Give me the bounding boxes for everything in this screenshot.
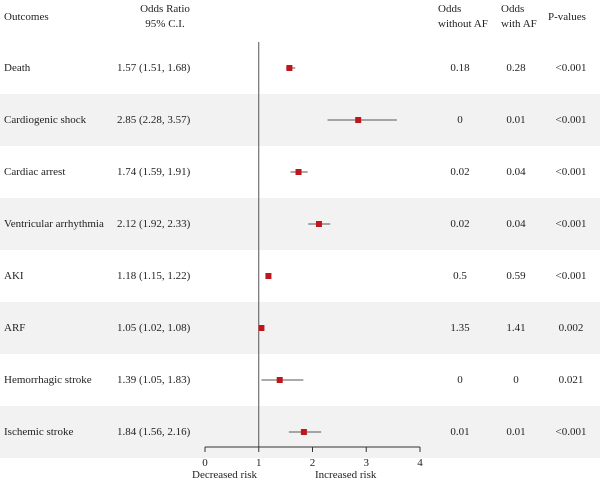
odds-ratio-ci: 1.74 (1.59, 1.91) — [117, 166, 191, 178]
header-odds-ratio: Odds Ratio 95% C.I. — [128, 2, 202, 32]
odds-with-af-value: 0.01 — [506, 114, 526, 126]
odds-ratio-marker — [276, 377, 283, 383]
odds-with-af-value: 0.59 — [506, 270, 526, 282]
odds-ratio-marker — [258, 325, 265, 331]
table-row: AKI 1.18 (1.15, 1.22) 0.5 0.59 <0.001 — [0, 250, 600, 302]
header-pvalues: P-values — [548, 11, 586, 23]
x-tick-label: 0 — [202, 457, 208, 469]
p-value: <0.001 — [555, 114, 587, 126]
odds-ratio-ci: 1.84 (1.56, 2.16) — [117, 426, 191, 438]
x-tick-label: 4 — [417, 457, 423, 469]
odds-without-af-value: 0.02 — [450, 166, 470, 178]
odds-without-af-value: 1.35 — [450, 322, 470, 334]
p-value: <0.001 — [555, 62, 587, 74]
outcome-label: Cardiogenic shock — [4, 114, 87, 126]
outcome-label: AKI — [4, 270, 24, 282]
outcome-label: ARF — [4, 322, 26, 334]
outcome-label: Ventricular arrhythmia — [4, 218, 104, 230]
table-row: Ventricular arrhythmia 2.12 (1.92, 2.33) 0… — [0, 198, 600, 250]
header-outcomes: Outcomes — [4, 11, 49, 23]
outcome-label: Ischemic stroke — [4, 426, 74, 438]
odds-with-af-value: 0.28 — [506, 62, 526, 74]
odds-with-af-value: 1.41 — [506, 322, 526, 334]
header-odds-without-af: Odds without AF — [438, 2, 488, 32]
outcome-label: Death — [4, 62, 31, 74]
x-tick-label: 3 — [364, 457, 370, 469]
decreased-risk-label: Decreased risk — [192, 469, 258, 481]
odds-with-af-value: 0.04 — [506, 166, 526, 178]
odds-ratio-ci: 1.57 (1.51, 1.68) — [117, 62, 191, 74]
odds-ratio-marker — [265, 273, 272, 279]
odds-without-af-value: 0.5 — [453, 270, 467, 282]
p-value: <0.001 — [555, 166, 587, 178]
header-odds-ratio-line2: 95% C.I. — [145, 18, 185, 30]
header-odds-without-af-line2: without AF — [438, 18, 488, 30]
odds-without-af-value: 0.18 — [450, 62, 470, 74]
odds-ratio-ci: 2.85 (2.28, 3.57) — [117, 114, 191, 126]
header-odds-with-af-line1: Odds — [501, 3, 525, 15]
table-row: Hemorrhagic stroke 1.39 (1.05, 1.83) 0 0 0.0… — [0, 354, 600, 406]
odds-ratio-ci: 1.18 (1.15, 1.22) — [117, 270, 191, 282]
odds-ratio-marker — [315, 221, 322, 227]
odds-with-af-value: 0 — [513, 374, 519, 386]
odds-ratio-marker — [295, 169, 302, 175]
p-value: <0.001 — [555, 218, 587, 230]
odds-without-af-value: 0 — [457, 374, 463, 386]
table-row: ARF 1.05 (1.02, 1.08) 1.35 1.41 0.002 — [0, 302, 600, 354]
header-odds-with-af: Odds with AF — [501, 2, 537, 32]
odds-without-af-value: 0 — [457, 114, 463, 126]
p-value: <0.001 — [555, 270, 587, 282]
odds-ratio-ci: 1.05 (1.02, 1.08) — [117, 322, 191, 334]
odds-ratio-marker — [355, 117, 362, 123]
header-odds-without-af-line1: Odds — [438, 3, 462, 15]
odds-without-af-value: 0.01 — [450, 426, 470, 438]
odds-with-af-value: 0.04 — [506, 218, 526, 230]
p-value: 0.002 — [558, 322, 584, 334]
x-tick-label: 2 — [310, 457, 316, 469]
odds-without-af-value: 0.02 — [450, 218, 470, 230]
table-row: Cardiac arrest 1.74 (1.59, 1.91) 0.02 0.04 <… — [0, 146, 600, 198]
odds-ratio-ci: 1.39 (1.05, 1.83) — [117, 374, 191, 386]
p-value: <0.001 — [555, 426, 587, 438]
table-row: Cardiogenic shock 2.85 (2.28, 3.57) 0 0.01 <… — [0, 94, 600, 146]
odds-ratio-ci: 2.12 (1.92, 2.33) — [117, 218, 191, 230]
outcome-label: Cardiac arrest — [4, 166, 66, 178]
odds-ratio-marker — [286, 65, 293, 71]
odds-ratio-marker — [300, 429, 307, 435]
header-odds-ratio-line1: Odds Ratio — [140, 3, 190, 15]
increased-risk-label: Increased risk — [315, 469, 377, 481]
x-tick-label: 1 — [256, 457, 262, 469]
p-value: 0.021 — [558, 374, 584, 386]
outcome-label: Hemorrhagic stroke — [4, 374, 92, 386]
header-odds-with-af-line2: with AF — [501, 18, 537, 30]
table-row: Death 1.57 (1.51, 1.68) 0.18 0.28 <0.001 — [0, 42, 600, 94]
odds-with-af-value: 0.01 — [506, 426, 526, 438]
